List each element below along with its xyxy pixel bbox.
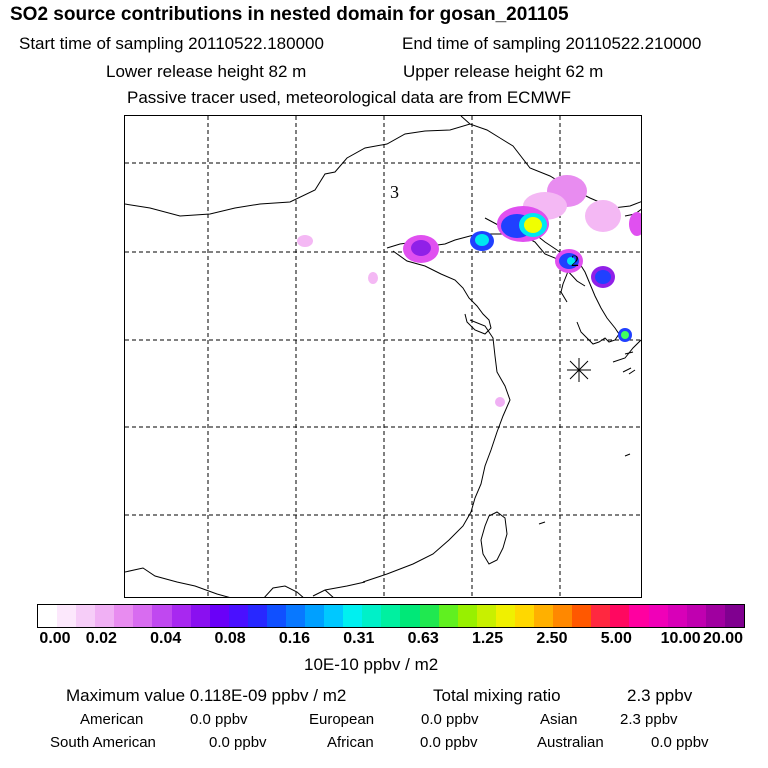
map-panel: 3 2 <box>124 115 642 598</box>
region-value: 0.0 ppbv <box>420 734 478 751</box>
color-scale-tick-label: 0.16 <box>278 630 311 647</box>
color-scale-cell <box>57 605 77 627</box>
color-scale-cell <box>38 605 58 627</box>
color-scale-tick-label: 0.04 <box>150 630 182 647</box>
color-scale-tick-label: 5.00 <box>600 630 632 647</box>
region-name: African <box>327 734 374 751</box>
color-scale-cell <box>686 605 706 627</box>
color-scale-cell <box>286 605 306 627</box>
region-value: 0.0 ppbv <box>421 711 479 728</box>
region-value: 2.3 ppbv <box>620 711 678 728</box>
plot-title: SO2 source contributions in nested domai… <box>10 4 569 25</box>
color-scale-cell <box>381 605 401 627</box>
color-scale-tick-label: 0.63 <box>407 630 439 647</box>
color-scale-cell <box>705 605 725 627</box>
region-label-3: 3 <box>390 182 399 202</box>
color-scale-bar <box>37 604 745 628</box>
color-scale-cell <box>266 605 287 627</box>
upper-release-height: Upper release height 62 m <box>403 62 604 81</box>
color-scale-tick-label: 10.00 <box>660 630 701 647</box>
color-scale-cell <box>190 605 210 627</box>
color-scale-cell <box>457 605 477 627</box>
color-scale-cell <box>152 605 172 627</box>
start-time: Start time of sampling 20110522.180000 <box>19 34 324 53</box>
color-scale-tick-label: 1.25 <box>471 630 504 647</box>
region-value: 0.0 ppbv <box>190 711 248 728</box>
region-name: American <box>80 711 144 728</box>
plume-layer <box>297 175 641 407</box>
color-scale-cell <box>76 605 96 627</box>
color-scale-cell <box>209 605 229 627</box>
region-name: Asian <box>540 711 578 728</box>
color-scale-cell <box>610 605 630 627</box>
color-scale-tick-label: 20.00 <box>702 630 744 647</box>
color-scale-cell <box>343 605 363 627</box>
color-scale-cell <box>171 605 191 627</box>
color-scale-cell <box>114 605 134 627</box>
map-canvas: 3 2 <box>125 116 641 597</box>
color-scale-cell <box>534 605 554 627</box>
color-scale-cell <box>419 605 439 627</box>
color-scale-cell <box>362 605 382 627</box>
color-scale-cell <box>572 605 592 627</box>
color-scale-cell <box>305 605 325 627</box>
color-scale-tick-label: 0.31 <box>343 630 375 647</box>
color-scale-cell <box>133 605 153 627</box>
region-label-2: 2 <box>571 253 579 270</box>
max-value: Maximum value 0.118E-09 ppbv / m2 <box>66 686 347 705</box>
end-time: End time of sampling 20110522.210000 <box>402 34 702 53</box>
color-scale-cell <box>591 605 611 627</box>
color-scale-tick-label: 2.50 <box>536 630 568 647</box>
color-scale-cell <box>553 605 573 627</box>
color-scale-cell <box>724 605 744 627</box>
receptor-marker <box>567 358 591 382</box>
color-scale-cell <box>648 605 668 627</box>
color-scale-cell <box>514 605 535 627</box>
color-scale-cell <box>667 605 687 627</box>
tracer-note: Passive tracer used, meteorological data… <box>127 88 572 107</box>
color-scale-cell <box>247 605 267 627</box>
color-scale-cell <box>95 605 115 627</box>
total-mixing-label: Total mixing ratio <box>433 686 561 705</box>
total-mixing-value: 2.3 ppbv <box>627 686 693 705</box>
color-scale-cell <box>228 605 248 627</box>
color-scale-cell <box>400 605 420 627</box>
region-value: 0.0 ppbv <box>209 734 267 751</box>
color-scale-cell <box>324 605 344 627</box>
color-scale-cell <box>629 605 649 627</box>
color-scale-tick-label: 0.00 <box>39 630 71 647</box>
region-name: European <box>309 711 375 728</box>
color-scale-unit: 10E-10 ppbv / m2 <box>304 655 439 674</box>
color-scale-cell <box>438 605 458 627</box>
region-value: 0.0 ppbv <box>651 734 709 751</box>
region-name: Australian <box>537 734 604 751</box>
color-scale-tick-label: 0.02 <box>85 630 117 647</box>
color-scale-cell <box>495 605 515 627</box>
region-name: South American <box>50 734 156 751</box>
lower-release-height: Lower release height 82 m <box>106 62 307 81</box>
color-scale-cell <box>476 605 496 627</box>
color-scale-tick-label: 0.08 <box>214 630 246 647</box>
